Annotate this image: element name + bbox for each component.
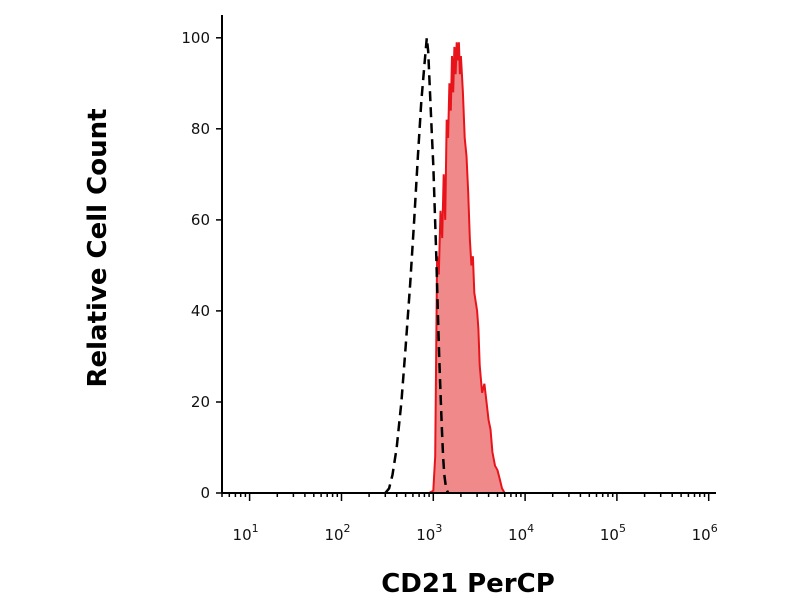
x-tick-label: 104: [508, 522, 534, 544]
y-tick-label: 60: [191, 211, 210, 229]
ticks: 101 102 103 104 105 106 0 20 40 60 80 100: [181, 29, 717, 544]
x-tick-label: 102: [324, 522, 350, 544]
series-1-dashed-line: [384, 37, 450, 494]
x-tick-label: 103: [416, 522, 442, 544]
x-tick-label: 101: [233, 522, 259, 544]
y-tick-label: 0: [200, 484, 210, 502]
y-tick-label: 20: [191, 393, 210, 411]
x-tick-label: 106: [692, 522, 718, 544]
y-tick-label: 100: [181, 29, 210, 47]
y-tick-label: 40: [191, 302, 210, 320]
y-axis-title: Relative Cell Count: [83, 108, 113, 387]
x-tick-label: 105: [600, 522, 626, 544]
series-0-fill: [222, 42, 716, 494]
x-axis-title: CD21 PerCP: [381, 569, 555, 599]
plot-area: [222, 37, 716, 494]
y-tick-label: 80: [191, 120, 210, 138]
series-0-line: [222, 42, 716, 494]
